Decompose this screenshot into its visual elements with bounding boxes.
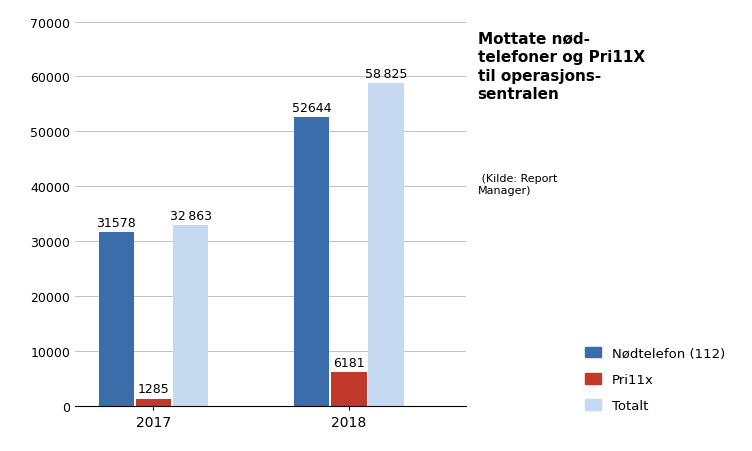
Bar	[332, 372, 366, 406]
Bar	[368, 84, 404, 406]
Text: 52644: 52644	[292, 101, 332, 114]
Text: 31578: 31578	[96, 217, 136, 230]
Legend: Nødtelefon (112), Pri11x, Totalt: Nødtelefon (112), Pri11x, Totalt	[581, 341, 730, 417]
Text: (Kilde: Report
Manager): (Kilde: Report Manager)	[478, 174, 557, 196]
Text: 1285: 1285	[138, 382, 169, 396]
Bar	[99, 233, 134, 406]
Text: 32 863: 32 863	[169, 210, 211, 223]
Bar	[136, 399, 171, 406]
Text: 58 825: 58 825	[365, 68, 408, 80]
Text: 6181: 6181	[333, 356, 365, 369]
Text: Mottate nød-
telefoner og Pri11X
til operasjons-
sentralen: Mottate nød- telefoner og Pri11X til ope…	[478, 32, 644, 102]
Bar	[294, 118, 329, 406]
Bar	[173, 226, 208, 406]
